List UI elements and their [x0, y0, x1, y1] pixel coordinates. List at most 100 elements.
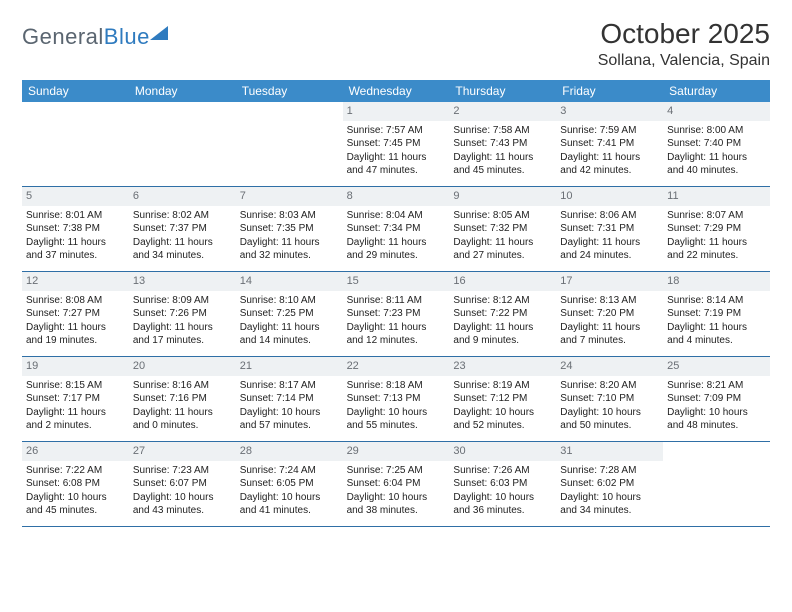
day-cell: 30Sunrise: 7:26 AMSunset: 6:03 PMDayligh… — [449, 442, 556, 526]
day-cell: 19Sunrise: 8:15 AMSunset: 7:17 PMDayligh… — [22, 357, 129, 441]
day-number: 28 — [236, 442, 343, 461]
logo-text: GeneralBlue — [22, 24, 150, 50]
day-cell: 16Sunrise: 8:12 AMSunset: 7:22 PMDayligh… — [449, 272, 556, 356]
daylight-line-2: and 4 minutes. — [667, 334, 766, 348]
sunrise-line: Sunrise: 7:25 AM — [347, 464, 446, 478]
day-number: 17 — [556, 272, 663, 291]
title-block: October 2025 Sollana, Valencia, Spain — [598, 18, 770, 70]
day-cell: 31Sunrise: 7:28 AMSunset: 6:02 PMDayligh… — [556, 442, 663, 526]
sunset-line: Sunset: 6:07 PM — [133, 477, 232, 491]
day-number: 26 — [22, 442, 129, 461]
day-number: 5 — [22, 187, 129, 206]
weekday-header: Tuesday — [236, 80, 343, 102]
sunset-line: Sunset: 6:05 PM — [240, 477, 339, 491]
daylight-line-2: and 22 minutes. — [667, 249, 766, 263]
sunset-line: Sunset: 6:04 PM — [347, 477, 446, 491]
daylight-line-2: and 45 minutes. — [26, 504, 125, 518]
sunset-line: Sunset: 7:37 PM — [133, 222, 232, 236]
daylight-line-2: and 48 minutes. — [667, 419, 766, 433]
daylight-line-1: Daylight: 11 hours — [240, 321, 339, 335]
daylight-line-2: and 32 minutes. — [240, 249, 339, 263]
daylight-line-1: Daylight: 11 hours — [667, 321, 766, 335]
sunrise-line: Sunrise: 8:14 AM — [667, 294, 766, 308]
sunrise-line: Sunrise: 8:01 AM — [26, 209, 125, 223]
sunrise-line: Sunrise: 8:18 AM — [347, 379, 446, 393]
sunrise-line: Sunrise: 8:13 AM — [560, 294, 659, 308]
day-cell: 11Sunrise: 8:07 AMSunset: 7:29 PMDayligh… — [663, 187, 770, 271]
sunset-line: Sunset: 7:40 PM — [667, 137, 766, 151]
daylight-line-2: and 55 minutes. — [347, 419, 446, 433]
daylight-line-2: and 12 minutes. — [347, 334, 446, 348]
month-title: October 2025 — [598, 18, 770, 50]
logo-triangle-icon — [150, 26, 168, 40]
day-cell — [129, 102, 236, 186]
weekday-header: Thursday — [449, 80, 556, 102]
day-number: 14 — [236, 272, 343, 291]
day-cell: 1Sunrise: 7:57 AMSunset: 7:45 PMDaylight… — [343, 102, 450, 186]
day-number: 10 — [556, 187, 663, 206]
sunrise-line: Sunrise: 8:04 AM — [347, 209, 446, 223]
day-cell: 5Sunrise: 8:01 AMSunset: 7:38 PMDaylight… — [22, 187, 129, 271]
day-number: 18 — [663, 272, 770, 291]
day-number: 16 — [449, 272, 556, 291]
sunset-line: Sunset: 7:22 PM — [453, 307, 552, 321]
day-number: 21 — [236, 357, 343, 376]
daylight-line-1: Daylight: 11 hours — [453, 236, 552, 250]
day-cell: 24Sunrise: 8:20 AMSunset: 7:10 PMDayligh… — [556, 357, 663, 441]
daylight-line-2: and 37 minutes. — [26, 249, 125, 263]
daylight-line-2: and 2 minutes. — [26, 419, 125, 433]
sunset-line: Sunset: 7:16 PM — [133, 392, 232, 406]
daylight-line-1: Daylight: 11 hours — [133, 236, 232, 250]
sunset-line: Sunset: 7:23 PM — [347, 307, 446, 321]
day-cell: 27Sunrise: 7:23 AMSunset: 6:07 PMDayligh… — [129, 442, 236, 526]
sunrise-line: Sunrise: 8:00 AM — [667, 124, 766, 138]
daylight-line-1: Daylight: 11 hours — [667, 236, 766, 250]
day-cell: 7Sunrise: 8:03 AMSunset: 7:35 PMDaylight… — [236, 187, 343, 271]
week-row: 26Sunrise: 7:22 AMSunset: 6:08 PMDayligh… — [22, 442, 770, 527]
daylight-line-1: Daylight: 10 hours — [26, 491, 125, 505]
sunrise-line: Sunrise: 8:07 AM — [667, 209, 766, 223]
day-number: 29 — [343, 442, 450, 461]
day-number: 9 — [449, 187, 556, 206]
day-number: 31 — [556, 442, 663, 461]
sunrise-line: Sunrise: 8:06 AM — [560, 209, 659, 223]
sunset-line: Sunset: 7:34 PM — [347, 222, 446, 236]
sunrise-line: Sunrise: 8:09 AM — [133, 294, 232, 308]
daylight-line-2: and 41 minutes. — [240, 504, 339, 518]
daylight-line-1: Daylight: 10 hours — [347, 406, 446, 420]
daylight-line-2: and 42 minutes. — [560, 164, 659, 178]
daylight-line-2: and 47 minutes. — [347, 164, 446, 178]
sunset-line: Sunset: 7:17 PM — [26, 392, 125, 406]
sunrise-line: Sunrise: 7:58 AM — [453, 124, 552, 138]
day-cell: 26Sunrise: 7:22 AMSunset: 6:08 PMDayligh… — [22, 442, 129, 526]
daylight-line-1: Daylight: 11 hours — [26, 236, 125, 250]
daylight-line-1: Daylight: 11 hours — [560, 321, 659, 335]
day-cell: 9Sunrise: 8:05 AMSunset: 7:32 PMDaylight… — [449, 187, 556, 271]
day-number: 20 — [129, 357, 236, 376]
day-number: 7 — [236, 187, 343, 206]
sunset-line: Sunset: 7:20 PM — [560, 307, 659, 321]
day-cell: 14Sunrise: 8:10 AMSunset: 7:25 PMDayligh… — [236, 272, 343, 356]
daylight-line-2: and 27 minutes. — [453, 249, 552, 263]
sunrise-line: Sunrise: 8:08 AM — [26, 294, 125, 308]
day-cell: 29Sunrise: 7:25 AMSunset: 6:04 PMDayligh… — [343, 442, 450, 526]
sunrise-line: Sunrise: 8:05 AM — [453, 209, 552, 223]
daylight-line-1: Daylight: 11 hours — [133, 406, 232, 420]
sunrise-line: Sunrise: 7:57 AM — [347, 124, 446, 138]
sunrise-line: Sunrise: 8:02 AM — [133, 209, 232, 223]
daylight-line-1: Daylight: 11 hours — [453, 321, 552, 335]
daylight-line-2: and 50 minutes. — [560, 419, 659, 433]
day-number: 1 — [343, 102, 450, 121]
daylight-line-1: Daylight: 10 hours — [560, 406, 659, 420]
daylight-line-2: and 43 minutes. — [133, 504, 232, 518]
weekday-header: Saturday — [663, 80, 770, 102]
day-cell: 18Sunrise: 8:14 AMSunset: 7:19 PMDayligh… — [663, 272, 770, 356]
day-cell: 22Sunrise: 8:18 AMSunset: 7:13 PMDayligh… — [343, 357, 450, 441]
sunrise-line: Sunrise: 8:19 AM — [453, 379, 552, 393]
daylight-line-2: and 34 minutes. — [560, 504, 659, 518]
week-row: 12Sunrise: 8:08 AMSunset: 7:27 PMDayligh… — [22, 272, 770, 357]
sunrise-line: Sunrise: 8:20 AM — [560, 379, 659, 393]
daylight-line-1: Daylight: 11 hours — [560, 236, 659, 250]
day-number: 8 — [343, 187, 450, 206]
weekday-header: Wednesday — [343, 80, 450, 102]
